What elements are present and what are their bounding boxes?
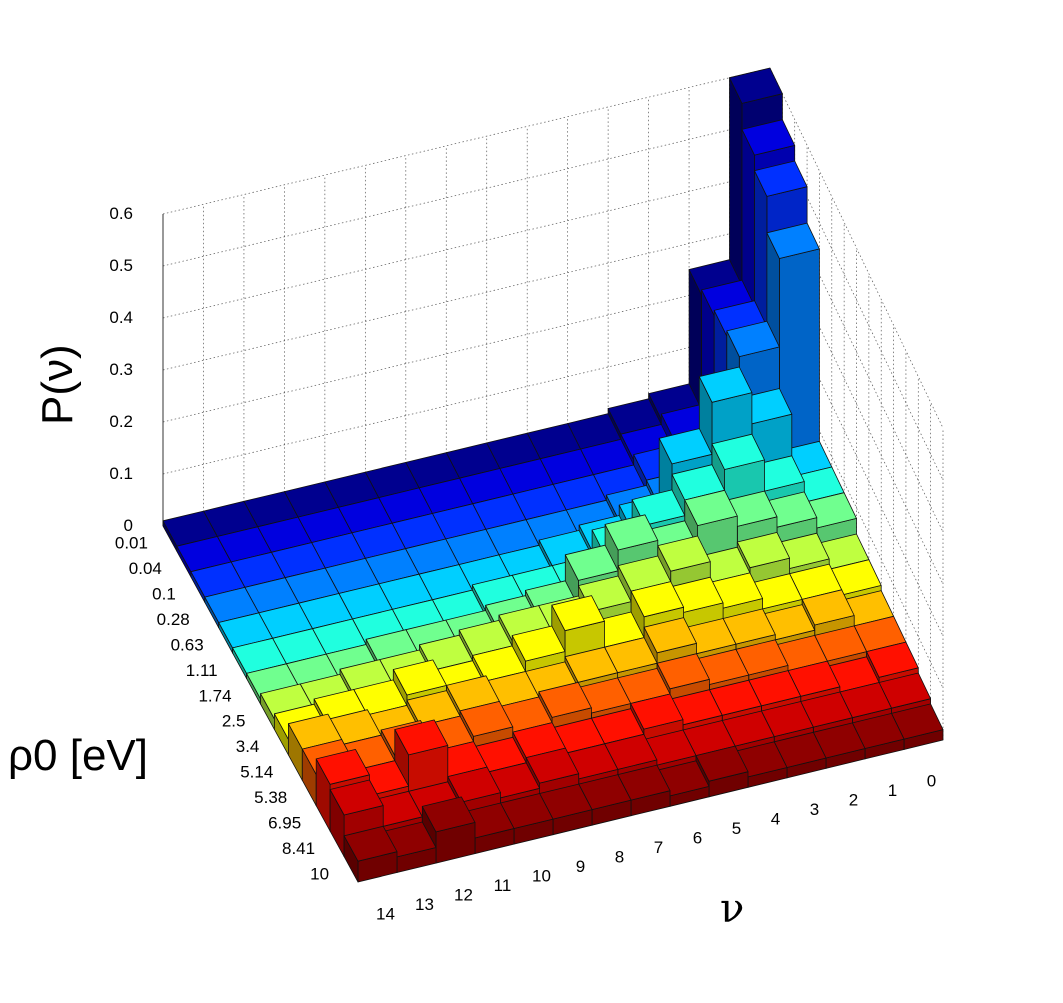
bar-top-face	[511, 625, 566, 662]
bar-top-face	[538, 681, 592, 718]
x-tick-label: 3	[810, 800, 819, 819]
bar	[162, 510, 218, 552]
bar-top-face	[604, 514, 659, 551]
z-tick-label: 0	[124, 516, 133, 535]
bars	[162, 67, 944, 883]
bar-top-face	[754, 160, 808, 197]
grid-line-z	[162, 119, 771, 267]
x-axis-title-text: ν	[720, 886, 744, 932]
grid-line-z	[769, 119, 944, 481]
grid-line-z	[769, 67, 944, 429]
y-axis-title-text: ρ0 [eV]	[8, 731, 148, 780]
y-tick-label: 10	[310, 864, 329, 883]
z-axis-title-text: P(ν)	[33, 344, 82, 425]
bar-top-face	[741, 119, 796, 156]
y-tick-label: 8.41	[282, 839, 315, 858]
x-tick-label: 4	[771, 810, 780, 829]
bar-top-face	[866, 641, 919, 678]
bar-top-face	[421, 796, 476, 833]
x-tick-label: 2	[849, 791, 858, 810]
grid-line-z	[769, 327, 944, 689]
grid-line-z	[162, 67, 771, 215]
x-tick-label: 13	[415, 895, 434, 914]
bar-top-face	[459, 701, 514, 737]
x-tick-label: 7	[654, 838, 663, 857]
bar-top-face	[656, 653, 710, 690]
grid-line-z	[769, 275, 944, 637]
grid-line-z	[162, 327, 771, 475]
z-tick-label: 0.4	[109, 308, 133, 327]
bar-top-face	[643, 617, 697, 654]
z-tick-label: 0.2	[109, 412, 133, 431]
x-tick-label: 1	[888, 781, 897, 800]
z-axis-title: P(ν)	[33, 344, 82, 425]
y-tick-label: 0.01	[115, 534, 148, 553]
bar-top-face	[736, 532, 790, 569]
x-tick-label: 11	[494, 876, 512, 895]
bar-top-face	[525, 747, 580, 784]
z-tick-label: 0.6	[109, 204, 133, 223]
z-tick-label: 0.5	[109, 256, 133, 275]
x-tick-label: 10	[532, 866, 551, 885]
y-tick-label: 6.95	[268, 813, 301, 832]
y-tick-label: 5.38	[254, 788, 287, 807]
bar-top-face	[394, 719, 449, 756]
bar-top-face	[711, 433, 765, 470]
grid-line-z	[162, 223, 771, 371]
y-tick-label: 0.28	[157, 610, 190, 629]
x-tick-label: 8	[615, 847, 624, 866]
y-tick-label: 3.4	[236, 737, 260, 756]
bar-top-face	[766, 222, 820, 259]
bar-top-face	[315, 749, 370, 785]
bar-top-face	[630, 581, 684, 618]
grid-line-z	[162, 275, 771, 423]
bar-top-face	[729, 67, 783, 104]
x-axis-title: ν	[720, 886, 744, 932]
y-tick-label: 2.5	[222, 712, 246, 731]
y-tick-label: 0.1	[152, 585, 176, 604]
y-axis-title: ρ0 [eV]	[8, 731, 148, 780]
y-tick-label: 1.74	[198, 686, 231, 705]
bar-top-face	[657, 535, 711, 572]
grid-line-z	[769, 223, 944, 585]
bar-top-face	[658, 428, 713, 465]
y-tick-label: 0.04	[129, 559, 162, 578]
y-tick-label: 5.14	[240, 763, 273, 782]
grid-line-z	[162, 171, 771, 319]
bar	[343, 825, 398, 883]
y-tick-label: 1.11	[186, 661, 218, 680]
bar-top-face	[801, 589, 855, 626]
x-tick-label: 12	[454, 885, 473, 904]
bar-top-face	[698, 366, 753, 403]
bar-top-face	[726, 320, 780, 358]
x-tick-label: 9	[576, 857, 585, 876]
z-tick-label: 0.3	[109, 360, 133, 379]
bar-top-face	[329, 779, 384, 816]
bar-top-face	[630, 693, 684, 730]
x-tick-label: 5	[732, 819, 741, 838]
bar-top-face	[564, 544, 619, 581]
y-tick-label: 0.63	[171, 635, 204, 654]
x-tick-label: 0	[927, 772, 936, 791]
bar-top-face	[343, 825, 398, 862]
x-tick-label: 14	[376, 904, 395, 923]
grid-line-z	[769, 171, 944, 533]
x-tick-label: 6	[693, 829, 702, 848]
bar	[500, 793, 554, 845]
z-tick-label: 0.1	[109, 464, 133, 483]
bar-top-face	[392, 659, 447, 696]
tick-labels: 0 0.1 0.2 0.3 0.4 0.5 0.6 0.01 0.04 0.1 0.28 0.63 1.…	[109, 204, 936, 923]
bar-top-face	[684, 489, 738, 526]
bar-top-face	[695, 745, 749, 782]
bar-top-face	[551, 595, 605, 632]
